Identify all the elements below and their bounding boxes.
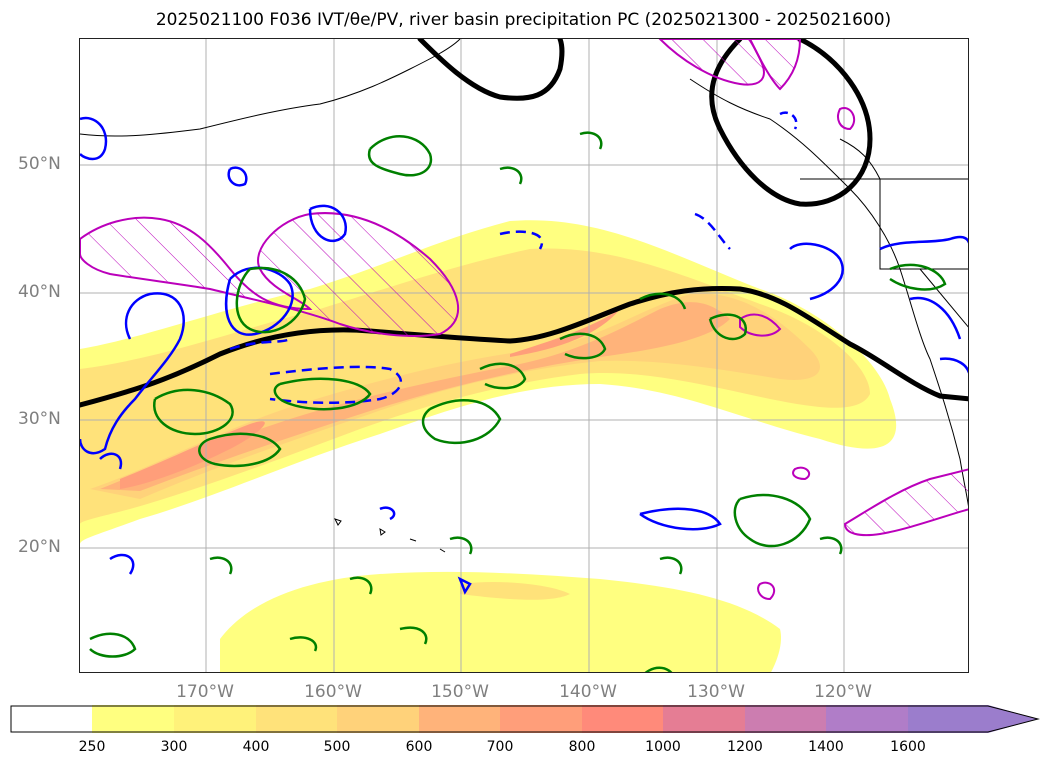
colorbar-segment-5 xyxy=(419,705,500,733)
colorbar-segment-4 xyxy=(337,705,419,733)
pv-contours xyxy=(80,111,968,595)
colorbar-tick-600: 600 xyxy=(405,739,433,755)
lat-label-40n: 40°N xyxy=(18,282,61,302)
map-canvas xyxy=(80,39,968,672)
lon-label-130w: 130°W xyxy=(687,682,745,702)
ivt-fill xyxy=(80,220,897,672)
theta-e-contours xyxy=(80,39,968,408)
colorbar-tick-250: 250 xyxy=(78,739,106,755)
lon-label-140w: 140°W xyxy=(559,682,617,702)
precip-contours xyxy=(89,131,947,672)
river-basin-contours xyxy=(80,39,968,601)
colorbar-segment-10 xyxy=(826,705,908,733)
colorbar-tick-1600: 1600 xyxy=(890,739,926,755)
colorbar-segment-0 xyxy=(10,705,92,733)
colorbar-segment-6 xyxy=(500,705,582,733)
colorbar-segment-1 xyxy=(92,705,174,733)
map-panel[interactable] xyxy=(79,38,969,673)
map-title: 2025021100 F036 IVT/θe/PV, river basin p… xyxy=(155,10,892,30)
colorbar-segment-7 xyxy=(582,705,663,733)
colorbar-segment-3 xyxy=(256,705,337,733)
colorbar-segment-9 xyxy=(745,705,826,733)
lon-label-150w: 150°W xyxy=(431,682,489,702)
colorbar-tick-1000: 1000 xyxy=(645,739,681,755)
colorbar-segment-8 xyxy=(663,705,745,733)
colorbar-tick-400: 400 xyxy=(242,739,270,755)
colorbar xyxy=(10,705,1040,733)
graticule xyxy=(80,39,968,672)
colorbar-tick-500: 500 xyxy=(323,739,351,755)
lat-label-30n: 30°N xyxy=(18,409,61,429)
colorbar-tick-1400: 1400 xyxy=(808,739,844,755)
lon-label-120w: 120°W xyxy=(814,682,872,702)
lon-label-170w: 170°W xyxy=(176,682,234,702)
colorbar-extend-arrow xyxy=(908,705,1038,733)
lat-label-20n: 20°N xyxy=(18,537,61,557)
colorbar-tick-700: 700 xyxy=(486,739,514,755)
coastlines xyxy=(80,39,968,553)
colorbar-tick-1200: 1200 xyxy=(727,739,763,755)
lon-label-160w: 160°W xyxy=(304,682,362,702)
lat-label-50n: 50°N xyxy=(18,154,61,174)
colorbar-tick-300: 300 xyxy=(160,739,188,755)
colorbar-segment-2 xyxy=(174,705,256,733)
colorbar-tick-800: 800 xyxy=(568,739,596,755)
